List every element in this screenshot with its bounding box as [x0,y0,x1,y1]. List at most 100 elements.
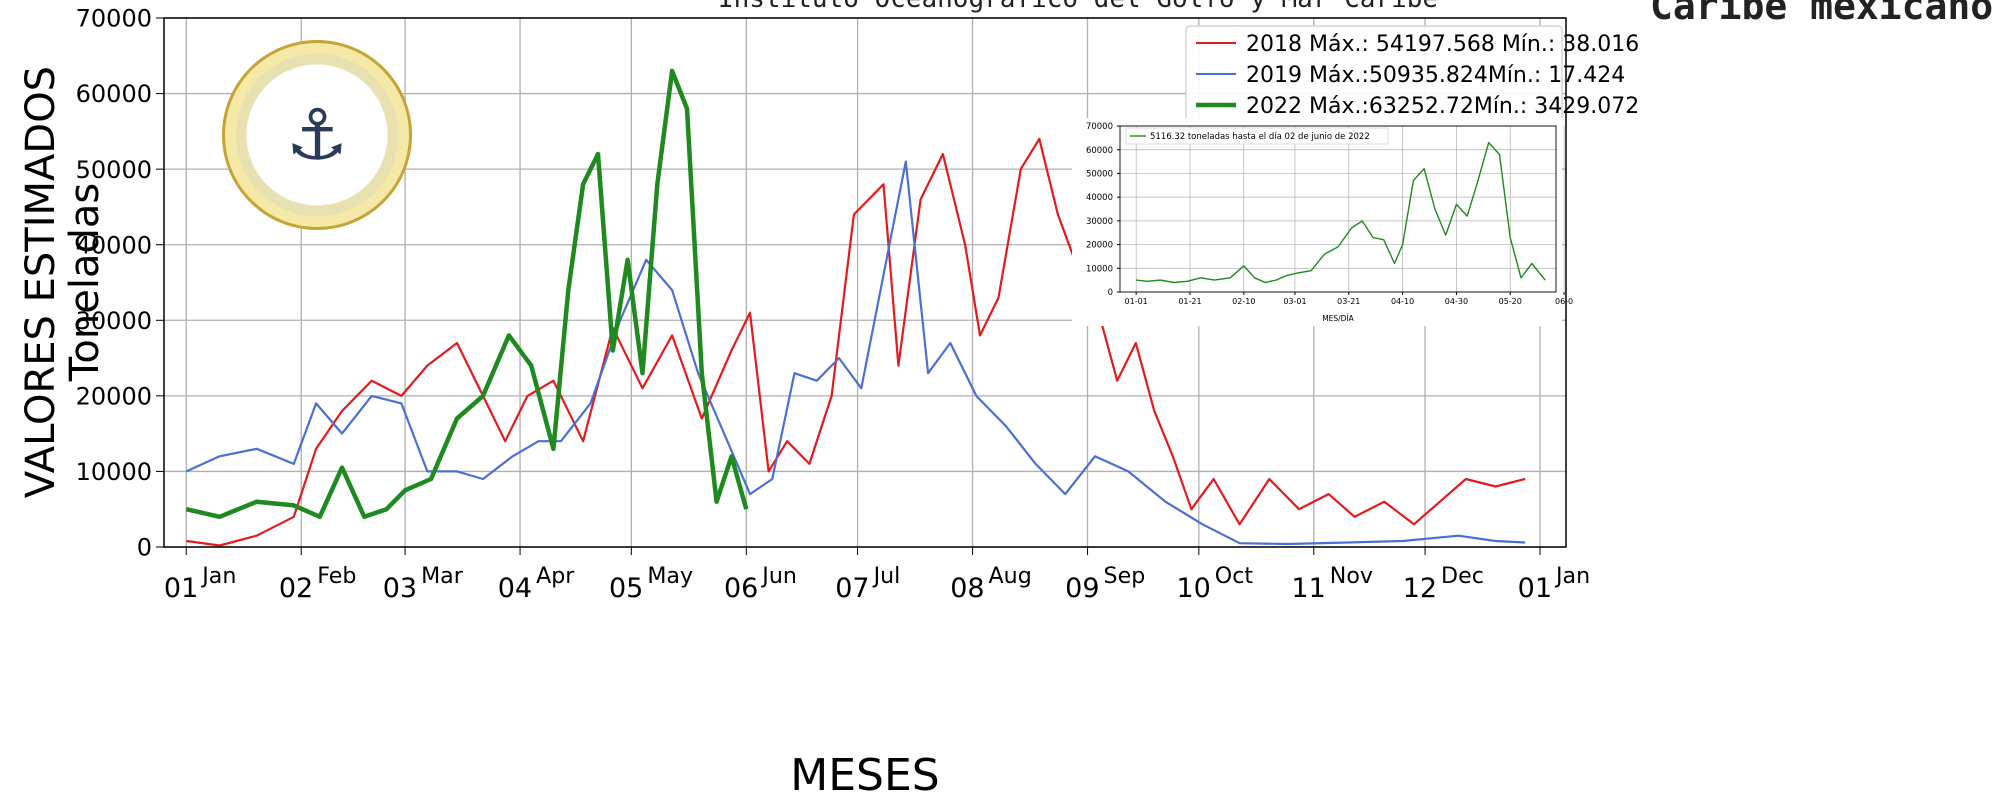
inset-legend-label: 5116.32 toneladas hasta el día 02 de jun… [1150,132,1370,142]
data-point [748,311,752,315]
x-tick-label: 04-10 [1391,297,1414,306]
data-point [1297,272,1299,274]
x-tick-day-label: 09 [1065,573,1099,604]
data-point [748,492,752,496]
data-point [1434,208,1436,210]
institute-seal-logo: ⚓ [222,40,412,230]
data-point [292,462,296,466]
x-tick-month-label: Jan [1554,563,1590,589]
data-point [1093,454,1097,458]
data-point [1509,237,1511,239]
data-point [559,439,563,443]
data-point [807,462,811,466]
data-point [1382,500,1386,504]
data-point [1477,180,1479,182]
data-point [581,182,585,186]
x-tick-day-label: 02 [279,573,313,604]
data-point [1523,540,1527,544]
data-point [403,488,407,492]
x-tick-day-label: 05 [609,573,643,604]
data-point [1201,522,1205,526]
data-point [1238,541,1242,545]
x-tick-month-label: Jun [760,563,797,589]
data-point [370,394,374,398]
data-point [1056,212,1060,216]
data-point [1456,203,1458,205]
x-tick-day-label: 06 [724,573,758,604]
axes-frame [163,17,1567,548]
data-point [385,507,389,511]
data-point [670,69,674,73]
data-point [425,364,429,368]
data-point [537,439,541,443]
y-tick-label: 60000 [1086,146,1113,156]
data-point [670,333,674,337]
data-point [644,258,648,262]
y-tick-label: 10000 [76,458,152,486]
data-point [1163,500,1167,504]
data-point [511,454,515,458]
data-point [626,258,630,262]
data-point [640,371,644,375]
y-tick-label: 20000 [1086,241,1113,251]
data-point [1372,237,1374,239]
data-point [1212,477,1216,481]
x-tick-label: 03-21 [1337,297,1360,306]
data-point [455,341,459,345]
data-point [655,182,659,186]
data-point [1438,500,1442,504]
data-point [1383,239,1385,241]
y-tick-label: 40000 [1086,193,1113,203]
series-line-0 [186,137,1526,547]
data-point [1135,279,1137,281]
chart-1-group: 0 10000 20000 30000 40000 50000 60000 70000 01-0… [1086,122,1573,323]
data-point [314,447,318,451]
data-point [1134,341,1138,345]
data-point [770,477,774,481]
data-point [425,469,429,473]
data-point [503,439,507,443]
data-point [318,515,322,519]
data-point [1265,282,1267,284]
x-tick-day-label: 07 [835,573,869,604]
data-point [184,507,188,511]
data-point [255,534,259,538]
data-point [1230,277,1232,279]
data-point [184,539,188,543]
data-point [218,515,222,519]
data-point [340,409,344,413]
x-tick-label: 01-21 [1178,297,1201,306]
y-tick-label: 50000 [1086,169,1113,179]
data-point [455,417,459,421]
x-tick-month-label: Mar [421,563,464,589]
data-point [744,507,748,511]
data-point [1353,515,1357,519]
data-point [581,439,585,443]
x-tick-day-label: 04 [498,573,532,604]
y-tick-label: 50000 [76,156,152,184]
x-tick-month-label: Apr [536,563,575,589]
x-tick-month-label: Jul [872,563,901,589]
x-tick-month-label: Dec [1441,563,1484,589]
data-point [589,401,593,405]
data-point [963,243,967,247]
data-point [1146,281,1148,283]
x-tick-month-label: Nov [1330,563,1373,589]
data-point [525,394,529,398]
data-point [715,500,719,504]
data-point [1275,279,1277,281]
x-tick-label: 05-20 [1499,297,1522,306]
data-point [255,447,259,451]
data-point [1004,424,1008,428]
data-point [722,432,726,436]
data-point [1286,542,1290,546]
data-point [429,477,433,481]
data-point [1445,234,1447,236]
data-point [1466,215,1468,217]
data-point [1520,277,1522,279]
data-point [1402,244,1404,246]
anchor-icon: ⚓ [285,94,349,176]
data-point [1494,485,1498,489]
x-tick-month-label: Oct [1215,563,1254,589]
